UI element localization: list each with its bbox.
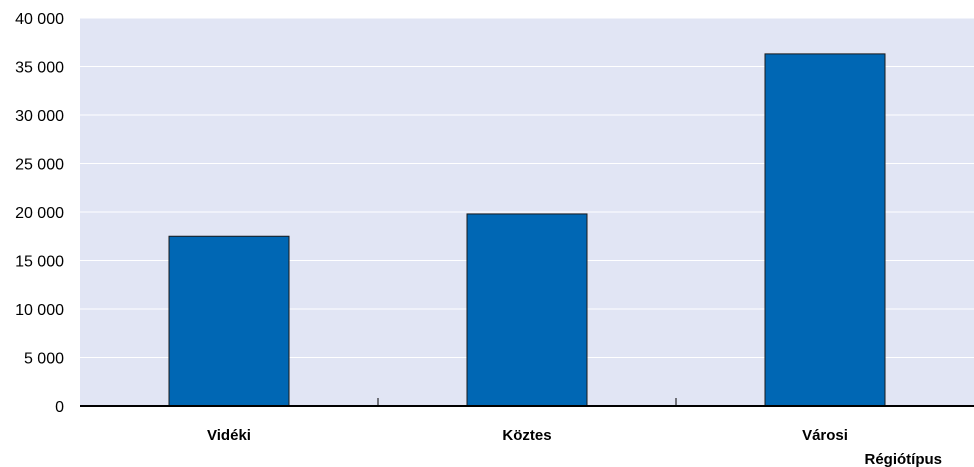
x-category-label: Vidéki: [207, 427, 251, 444]
y-tick-labels: 0 5 000 10 000 15 000 20 000 25 000 30 000 35 0…: [15, 11, 64, 416]
x-tick-marks: [377, 398, 677, 406]
x-category-label: Városi: [802, 427, 848, 444]
x-axis-title: Régiótípus: [865, 451, 943, 467]
y-tick-label: 15 000: [15, 254, 64, 271]
y-tick-label: 25 000: [15, 157, 64, 174]
x-category-label: Köztes: [502, 427, 551, 444]
x-category-labels: Vidéki Köztes Városi: [207, 427, 848, 444]
y-tick-label: 5 000: [24, 351, 64, 368]
y-tick-label: 35 000: [15, 60, 64, 77]
y-tick-label: 30 000: [15, 108, 64, 125]
y-tick-label: 20 000: [15, 205, 64, 222]
bar: [168, 235, 290, 407]
bar: [466, 213, 588, 407]
bar: [764, 53, 886, 407]
bars: [168, 53, 886, 407]
y-tick-label: 40 000: [15, 11, 64, 28]
y-tick-label: 0: [55, 399, 64, 416]
y-tick-label: 10 000: [15, 302, 64, 319]
